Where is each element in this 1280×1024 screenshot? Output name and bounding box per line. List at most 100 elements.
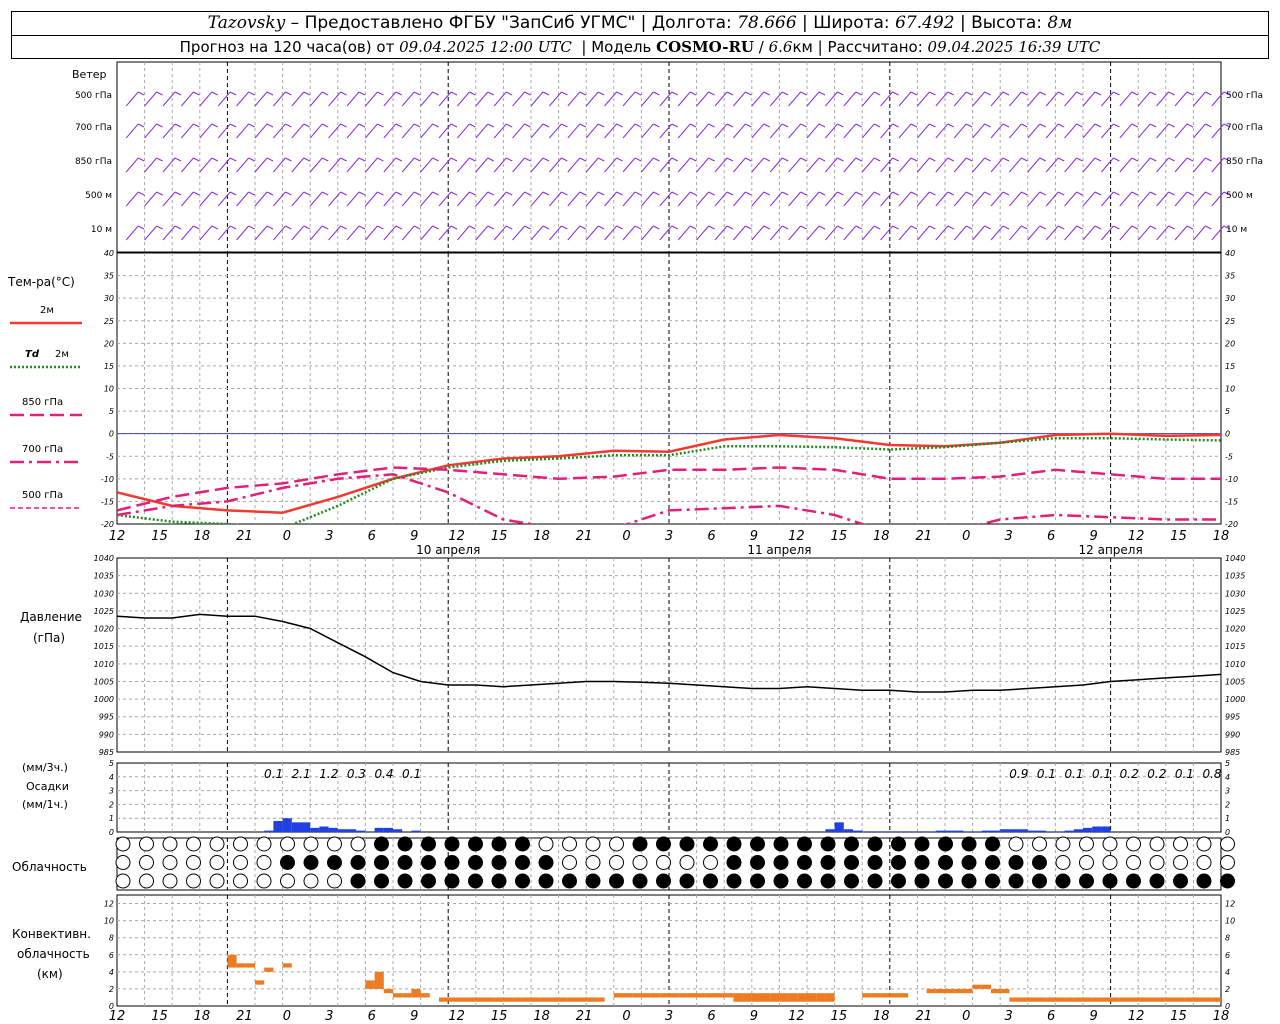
cloud-cover-symbol	[820, 855, 836, 870]
time-tick-label-bottom: 21	[236, 1009, 253, 1024]
wind-barb	[1082, 157, 1096, 173]
wind-barb	[843, 123, 857, 139]
cloud-cover-symbol	[327, 855, 342, 870]
convective-bar	[383, 988, 393, 994]
time-tick-label: 15	[151, 529, 168, 544]
wind-barb	[475, 91, 489, 107]
wind-barb	[1156, 123, 1169, 139]
time-tick-label-bottom: 15	[1170, 1009, 1187, 1024]
wind-barb-flag	[561, 123, 568, 128]
wind-barb-flag	[395, 91, 403, 96]
cloud-cover-symbol	[209, 836, 225, 852]
cloud-cover-symbol	[703, 836, 718, 852]
wind-barb-flag	[837, 191, 844, 196]
convective-bar	[954, 988, 964, 994]
convective-bar	[1119, 997, 1129, 1002]
wind-barb-flag	[285, 157, 292, 162]
convective-bar	[1138, 997, 1148, 1002]
wind-barb-flag	[266, 191, 274, 196]
time-tick-label-bottom: 0	[283, 1009, 291, 1024]
wind-barb	[383, 91, 397, 107]
precip-bar	[356, 830, 366, 832]
y-tick-label: 1020	[94, 625, 114, 634]
y-tick-label-right: 985	[1225, 748, 1240, 757]
wind-barb	[1101, 123, 1114, 139]
time-tick-label-bottom: 12	[1128, 1009, 1145, 1024]
y-tick-label-right: 5	[1225, 407, 1230, 416]
wind-barb	[1045, 91, 1059, 107]
wind-barb	[1082, 225, 1096, 241]
y-tick-label-right: 35	[1225, 272, 1235, 281]
cloud-cover-symbol	[421, 855, 436, 870]
wind-barb-flag	[248, 91, 255, 96]
wind-barb-flag	[800, 123, 807, 128]
y-tick-label: 1040	[94, 554, 114, 563]
y-tick-label: 15	[104, 362, 114, 371]
wind-barb	[935, 191, 949, 207]
convective-bar	[632, 993, 642, 998]
wind-level-label: 500 гПа	[75, 91, 112, 101]
cloud-cover-symbol	[280, 855, 295, 870]
cloud-cover-symbol	[538, 855, 554, 870]
wind-barb-flag	[634, 191, 642, 196]
convective-bar	[641, 993, 651, 998]
wind-barb-flag	[653, 91, 660, 96]
wind-barb-flag	[1205, 123, 1212, 128]
wind-barb	[1009, 123, 1022, 139]
y-tick-label: 40	[104, 249, 114, 258]
cloud-cover-symbol	[444, 855, 460, 870]
wind-barb	[659, 157, 673, 173]
time-tick-label: 21	[915, 529, 932, 544]
wind-barb	[438, 91, 452, 107]
wind-barb	[438, 191, 452, 207]
cloud-cover-symbol	[303, 855, 319, 870]
cloud-cover-symbol	[1055, 836, 1071, 852]
wind-barb	[990, 225, 1004, 241]
wind-title: Ветер	[72, 68, 106, 81]
wind-barb	[843, 91, 857, 107]
wind-barb	[880, 91, 893, 107]
time-tick-label-bottom: 6	[368, 1009, 376, 1024]
legend-label: 2м	[40, 305, 54, 316]
wind-barb	[475, 191, 489, 207]
convective-bar	[972, 984, 982, 989]
wind-level-label-right: 10 м	[1226, 225, 1247, 235]
wind-barb-flag	[1131, 123, 1139, 128]
wind-barb	[677, 157, 691, 173]
wind-barb-flag	[524, 157, 531, 162]
y-tick-label-right: -15	[1225, 497, 1238, 506]
wind-barb-flag	[321, 91, 329, 96]
cloud-cover-symbol	[303, 873, 319, 889]
wind-barb-flag	[1205, 157, 1212, 162]
cloud-cover-symbol	[703, 873, 718, 889]
y-tick-label: 1005	[94, 677, 114, 686]
y-tick-label: 990	[99, 730, 114, 739]
wind-barb-flag	[1186, 225, 1194, 230]
wind-barb-flag	[505, 91, 513, 96]
wind-barb-flag	[579, 123, 587, 128]
wind-barb	[935, 91, 949, 107]
wind-barb-flag	[689, 191, 697, 196]
wind-barb	[512, 123, 525, 139]
wind-barb-flag	[965, 157, 973, 162]
wind-barb	[1045, 191, 1059, 207]
wind-barb	[530, 123, 544, 139]
wind-barb	[714, 225, 728, 241]
wind-barb-flag	[947, 225, 955, 230]
wind-barb	[199, 123, 213, 139]
wind-barb-flag	[285, 123, 292, 128]
time-tick-label: 15	[1170, 529, 1187, 544]
cloud-cover-symbol	[820, 873, 836, 889]
cloud-cover-symbol	[1079, 873, 1094, 889]
cloud-cover-symbol	[1149, 873, 1165, 889]
wind-barb-flag	[947, 91, 955, 96]
temp-series-line	[117, 473, 1221, 524]
wind-barb	[953, 225, 967, 241]
convective-bar	[549, 997, 559, 1002]
wind-barb-flag	[597, 157, 605, 162]
convective-bar	[963, 988, 973, 994]
wind-barb	[144, 191, 157, 207]
time-tick-label-bottom: 18	[873, 1009, 890, 1024]
wind-barb-flag	[855, 123, 863, 128]
wind-barb-flag	[929, 91, 936, 96]
